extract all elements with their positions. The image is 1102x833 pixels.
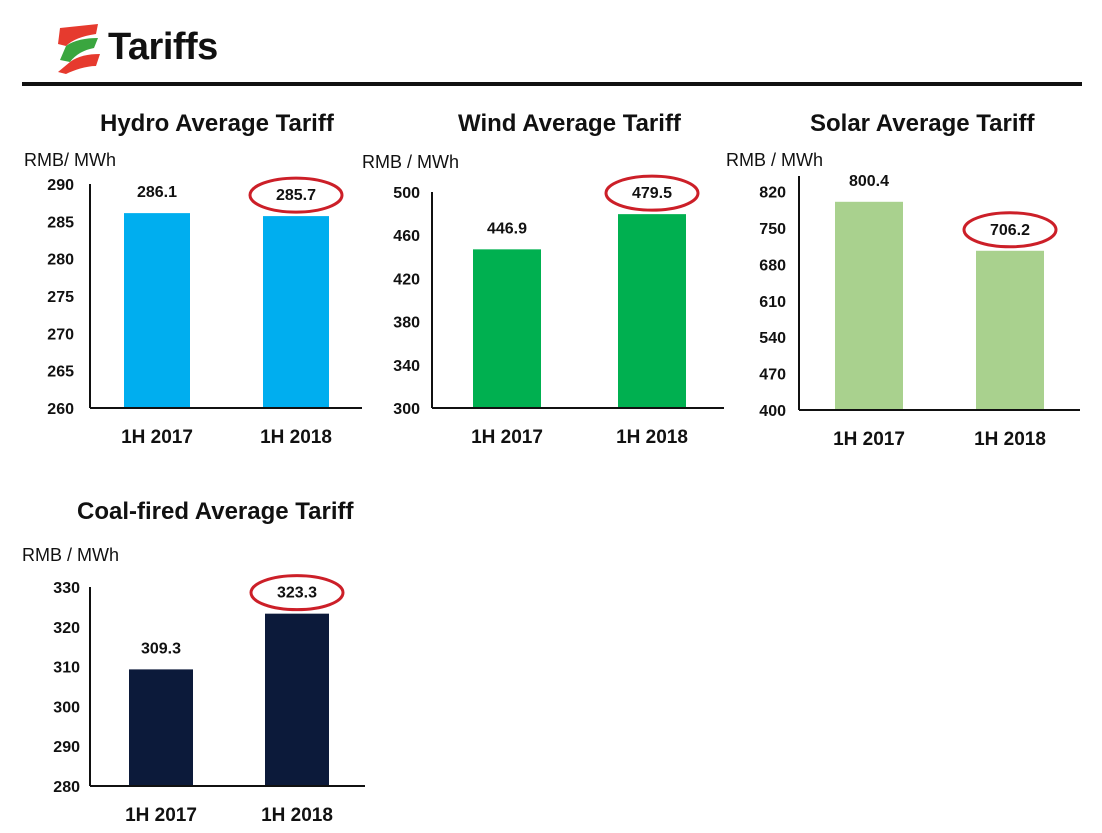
y-axis-unit: RMB / MWh: [22, 545, 119, 565]
y-tick-label: 290: [53, 739, 80, 756]
y-tick-label: 260: [47, 401, 74, 418]
y-tick-label: 290: [47, 177, 74, 194]
y-tick-label: 285: [47, 214, 74, 231]
bar-1h-2017: [835, 201, 903, 410]
y-tick-label: 610: [759, 294, 786, 311]
page-title: Tariffs: [108, 26, 218, 68]
y-axis-unit: RMB / MWh: [362, 152, 459, 172]
category-label: 1H 2017: [121, 427, 193, 448]
category-label: 1H 2017: [125, 805, 197, 826]
y-axis-unit: RMB/ MWh: [24, 150, 116, 170]
brand-logo-icon: [58, 24, 100, 74]
y-tick-label: 270: [47, 326, 74, 343]
data-label: 706.2: [990, 222, 1030, 239]
y-tick-label: 460: [393, 228, 420, 245]
highlight-circle: [604, 174, 700, 212]
y-tick-label: 340: [393, 358, 420, 375]
y-tick-label: 265: [47, 364, 74, 381]
data-label: 446.9: [487, 220, 527, 237]
y-tick-label: 300: [393, 401, 420, 418]
chart-title: Coal-fired Average Tariff: [77, 498, 354, 525]
bar-1h-2018: [265, 613, 329, 786]
y-axis-unit: RMB / MWh: [726, 150, 823, 170]
y-tick-label: 300: [53, 699, 80, 716]
chart-title: Hydro Average Tariff: [100, 110, 334, 137]
y-tick-label: 310: [53, 660, 80, 677]
data-label: 479.5: [632, 185, 672, 202]
data-label: 285.7: [276, 187, 316, 204]
highlight-circle: [249, 574, 345, 612]
bar-1h-2018: [618, 214, 686, 408]
category-label: 1H 2018: [616, 427, 688, 448]
y-tick-label: 680: [759, 257, 786, 274]
bar-1h-2017: [473, 249, 541, 408]
chart-title: Wind Average Tariff: [458, 110, 681, 137]
y-tick-label: 750: [759, 221, 786, 238]
y-tick-label: 420: [393, 271, 420, 288]
y-tick-label: 280: [47, 252, 74, 269]
bar-1h-2018: [976, 250, 1044, 410]
data-label: 286.1: [137, 184, 177, 201]
category-label: 1H 2018: [260, 427, 332, 448]
y-tick-label: 820: [759, 185, 786, 202]
y-tick-label: 540: [759, 330, 786, 347]
data-label: 800.4: [849, 173, 889, 190]
category-label: 1H 2017: [833, 429, 905, 450]
y-tick-label: 320: [53, 620, 80, 637]
category-label: 1H 2018: [261, 805, 333, 826]
y-tick-label: 275: [47, 289, 74, 306]
category-label: 1H 2018: [974, 429, 1046, 450]
bar-1h-2018: [263, 216, 329, 408]
category-label: 1H 2017: [471, 427, 543, 448]
header-divider: [22, 82, 1082, 86]
y-tick-label: 280: [53, 779, 80, 796]
y-tick-label: 330: [53, 580, 80, 597]
y-tick-label: 470: [759, 367, 786, 384]
y-tick-label: 380: [393, 315, 420, 332]
highlight-circle: [962, 211, 1058, 249]
highlight-circle: [248, 176, 344, 214]
data-label: 323.3: [277, 585, 317, 602]
y-tick-label: 500: [393, 185, 420, 202]
page-header: Tariffs: [0, 0, 1102, 90]
bar-1h-2017: [124, 213, 190, 408]
bar-1h-2017: [129, 669, 193, 786]
chart-title: Solar Average Tariff: [810, 110, 1035, 137]
y-tick-label: 400: [759, 403, 786, 420]
data-label: 309.3: [141, 640, 181, 657]
